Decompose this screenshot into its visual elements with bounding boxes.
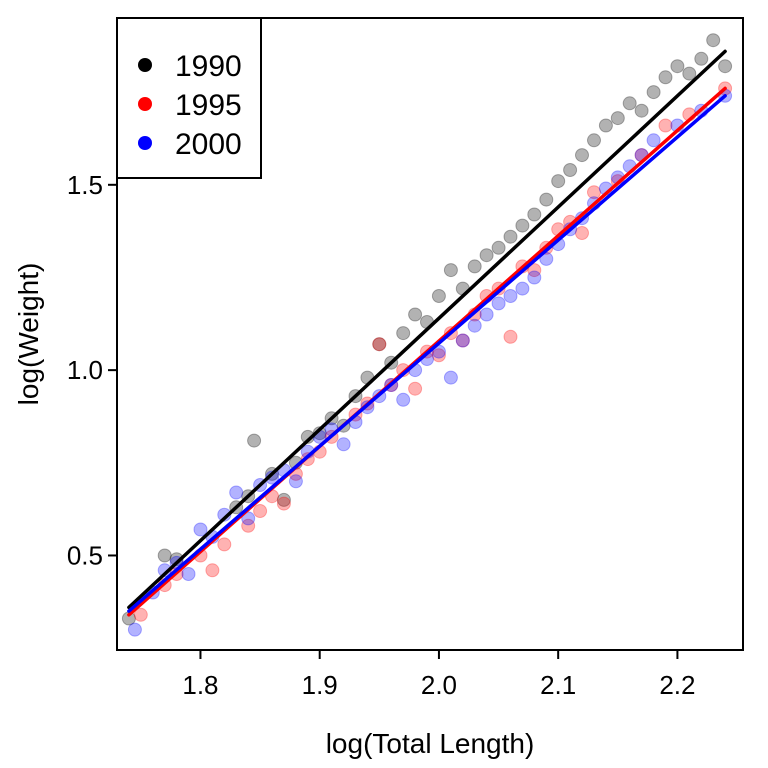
point-1995-27 xyxy=(503,329,518,344)
fit-line-2000 xyxy=(127,94,727,613)
legend-box xyxy=(116,17,262,179)
x-tick-label-1.9: 1.9 xyxy=(302,670,338,700)
point-1990-27 xyxy=(515,218,530,233)
point-1990-25 xyxy=(491,240,506,255)
point-1990-30 xyxy=(551,174,566,189)
axes-layer: 1.8 1.9 2.0 2.1 2.2 0.5 1.0 1.5 xyxy=(67,170,696,700)
point-1990-36 xyxy=(622,96,637,111)
point-1990-44 xyxy=(718,59,733,74)
plot-frame xyxy=(116,17,744,651)
point-1990-24 xyxy=(479,248,494,263)
legend: 1990 1995 2000 xyxy=(116,17,262,179)
x-tick-label-2.0: 2.0 xyxy=(421,670,457,700)
legend-label-1990: 1990 xyxy=(175,50,242,83)
point-1995-33 xyxy=(575,226,589,240)
point-1995-7 xyxy=(253,504,268,518)
point-2000-27 xyxy=(455,333,470,348)
point-1990-7 xyxy=(276,492,291,507)
point-1995-5 xyxy=(217,537,232,552)
point-1995-21 xyxy=(431,348,446,363)
point-1990-43 xyxy=(706,33,721,48)
legend-label-2000: 2000 xyxy=(175,128,242,161)
fit-line-1990 xyxy=(127,49,727,610)
point-1990-34 xyxy=(598,118,613,133)
fit-lines-layer xyxy=(127,49,727,617)
point-2000-33 xyxy=(527,270,542,285)
point-1990-37 xyxy=(634,103,649,118)
x-tick-label-2.2: 2.2 xyxy=(659,670,695,700)
x-tick-label-1.8: 1.8 xyxy=(182,670,218,700)
point-1990-35 xyxy=(610,111,625,126)
point-1995-19 xyxy=(408,381,423,396)
point-1990-28 xyxy=(527,207,542,222)
point-2000-11 xyxy=(265,470,279,485)
legend-label-1995: 1995 xyxy=(175,89,242,122)
point-1990-29 xyxy=(539,192,554,207)
point-1990-23 xyxy=(467,259,482,274)
legend-marker-1995 xyxy=(138,97,152,111)
point-1990-40 xyxy=(670,59,685,74)
x-tick-label-2.1: 2.1 xyxy=(540,670,576,700)
point-2000-5 xyxy=(193,522,208,537)
point-1990-33 xyxy=(587,133,601,148)
point-2000-28 xyxy=(467,318,482,333)
point-1990-26 xyxy=(503,229,518,244)
point-2000-9 xyxy=(241,511,256,526)
point-1990-38 xyxy=(646,85,661,100)
y-tick-label-1.0: 1.0 xyxy=(67,355,103,385)
point-2000-17 xyxy=(336,437,351,452)
point-1990-41 xyxy=(682,66,697,81)
point-1995-34 xyxy=(587,185,601,200)
point-2000-30 xyxy=(491,296,506,311)
x-axis-title: log(Total Length) xyxy=(326,728,535,759)
point-1995-16 xyxy=(372,337,387,352)
point-1995-0 xyxy=(133,607,148,622)
point-2000-13 xyxy=(288,474,303,489)
point-1995-23 xyxy=(455,333,470,348)
point-1990-17 xyxy=(396,326,411,341)
point-1990-42 xyxy=(694,51,709,66)
point-1990-9 xyxy=(300,429,315,444)
point-1990-20 xyxy=(431,289,446,303)
point-1990-15 xyxy=(372,337,387,352)
y-axis-title: log(Weight) xyxy=(13,263,44,406)
point-1995-37 xyxy=(658,118,673,133)
point-1990-39 xyxy=(658,70,673,85)
point-2000-29 xyxy=(479,307,494,322)
point-2000-8 xyxy=(229,485,244,500)
y-tick-label-0.5: 0.5 xyxy=(67,540,103,570)
point-2000-0 xyxy=(127,622,142,637)
point-1995-9 xyxy=(276,496,291,511)
y-tick-label-1.5: 1.5 xyxy=(67,170,103,200)
point-1990-1 xyxy=(157,548,172,563)
point-1990-32 xyxy=(575,148,589,163)
point-1990-21 xyxy=(443,263,458,278)
point-2000-4 xyxy=(181,567,196,581)
point-1990-18 xyxy=(408,307,423,322)
legend-marker-1990 xyxy=(138,58,152,72)
point-1995-29 xyxy=(527,263,542,278)
point-2000-32 xyxy=(515,281,530,296)
point-1995-4 xyxy=(205,563,220,578)
point-2000-26 xyxy=(443,370,458,385)
point-2000-22 xyxy=(396,392,411,407)
point-2000-43 xyxy=(646,133,661,148)
legend-marker-2000 xyxy=(138,136,152,150)
point-2000-31 xyxy=(503,289,518,303)
point-1990-5 xyxy=(247,433,262,448)
point-1990-31 xyxy=(563,163,578,177)
point-1995-6 xyxy=(241,518,256,533)
